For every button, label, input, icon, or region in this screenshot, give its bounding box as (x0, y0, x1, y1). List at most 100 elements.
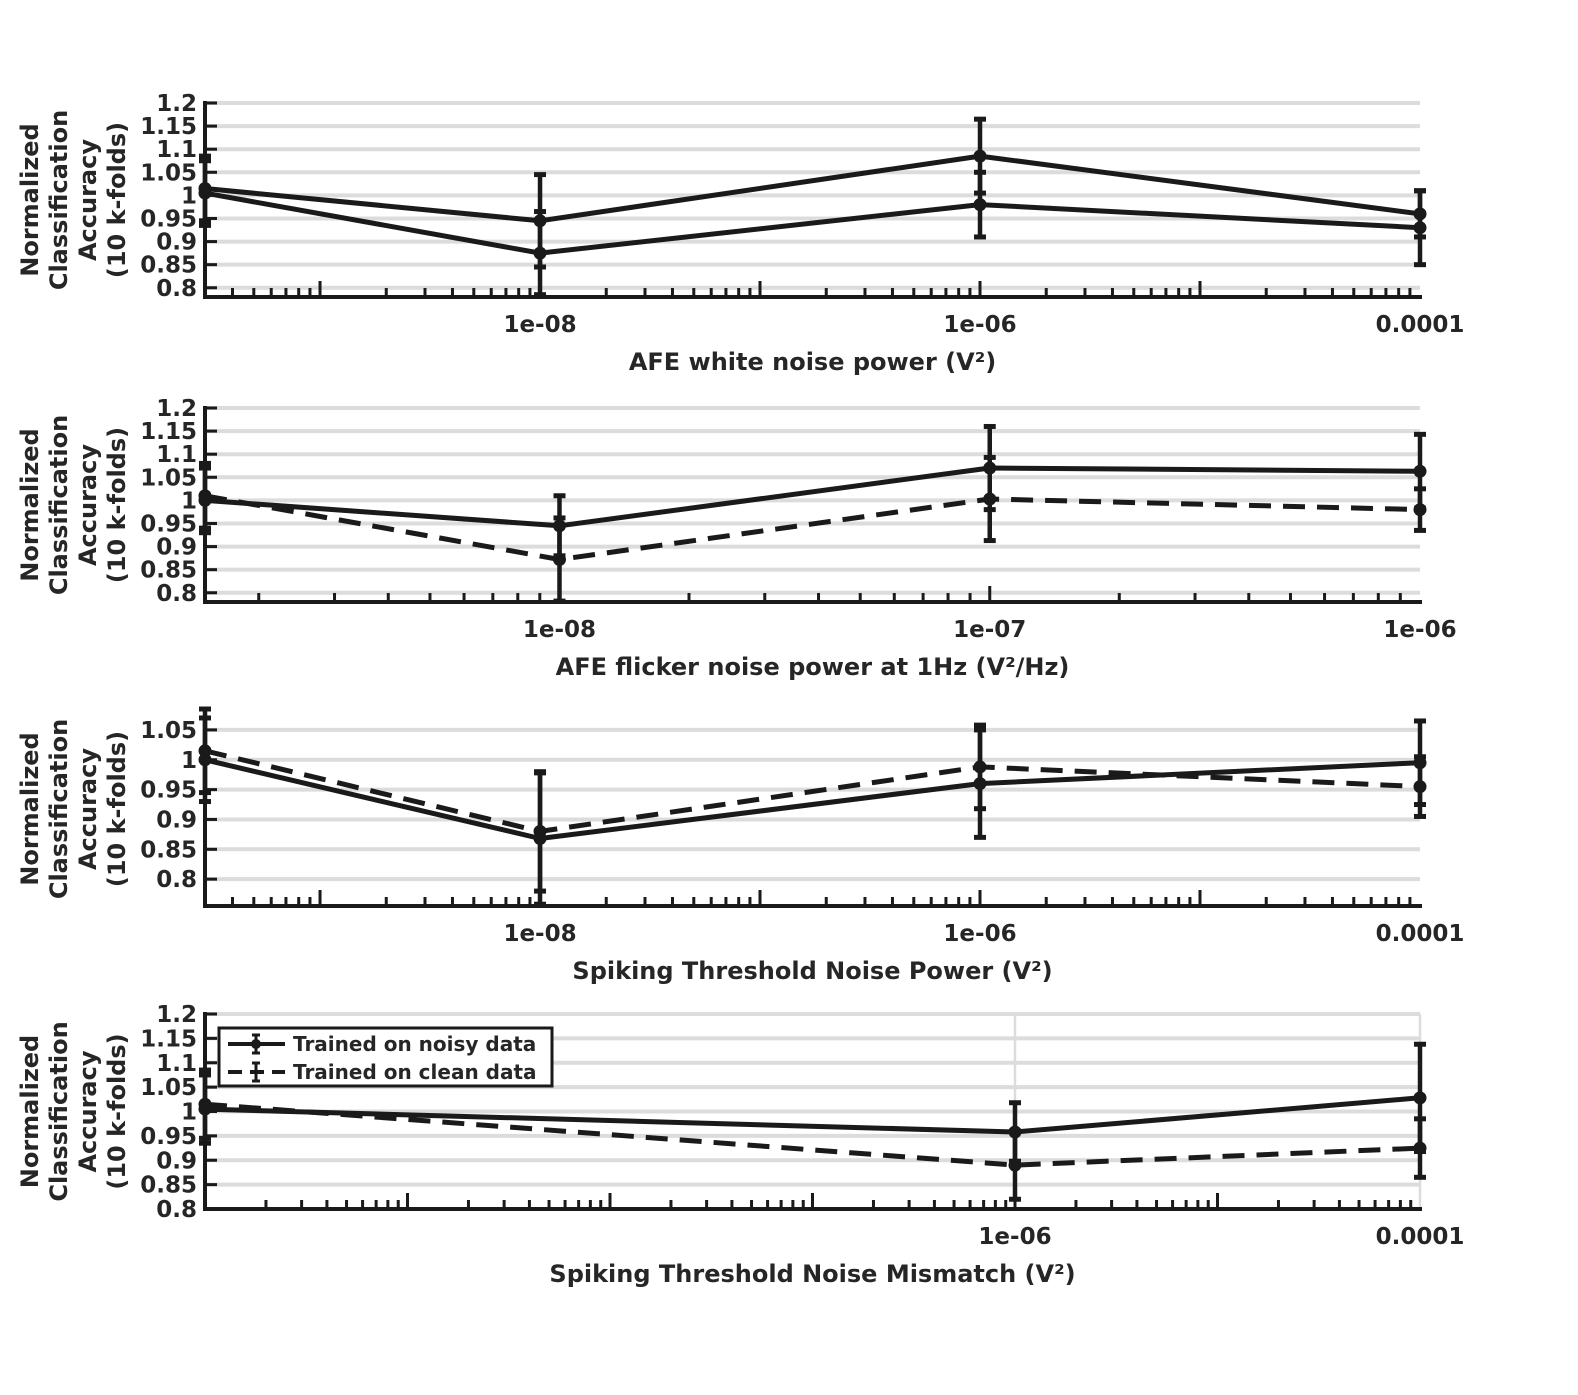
y-axis-label-line-3: Accuracy (74, 1050, 102, 1172)
data-point (198, 753, 212, 767)
y-tick-label-1: 0.8 (156, 1197, 197, 1223)
y-tick-label-4: 0.95 (140, 778, 197, 804)
y-axis-label-line-4: (10 k-folds) (103, 731, 131, 887)
x-axis-label: AFE white noise power (V²) (629, 348, 996, 376)
legend-label-2: Trained on clean data (293, 1060, 537, 1084)
y-tick-label-5: 1 (181, 488, 197, 514)
x-tick-label-2: 1e-06 (943, 921, 1016, 947)
y-tick-label-4: 0.95 (140, 1124, 197, 1150)
legend-marker-1 (251, 1039, 261, 1049)
series-line (204, 1095, 1421, 1135)
y-tick-label-4: 0.95 (140, 206, 197, 232)
y-axis-label-line-1: Normalized (16, 428, 44, 582)
y-tick-label-9: 1.2 (156, 1002, 197, 1028)
data-point (973, 149, 987, 163)
y-axis-label-line-1: Normalized (16, 1035, 44, 1189)
y-tick-label-8: 1.15 (140, 419, 197, 445)
panel-3: 0.8 0.85 0.9 0.95 1 1.05 1e-08 1e-06 0.0001 Spiki… (16, 706, 1465, 985)
y-tick-label-6: 1.05 (140, 160, 197, 186)
x-tick-label-1: 1e-08 (503, 312, 576, 338)
y-axis-label-line-4: (10 k-folds) (103, 122, 131, 278)
legend: Trained on noisy data Trained on clean da… (217, 1026, 554, 1088)
x-axis-label: Spiking Threshold Noise Mismatch (V²) (549, 1260, 1075, 1288)
x-tick-label-1: 1e-08 (523, 617, 596, 643)
y-axis-label-line-4: (10 k-folds) (103, 1033, 131, 1189)
y-tick-label-9: 1.2 (156, 91, 197, 117)
x-tick-label-2: 1e-07 (953, 617, 1026, 643)
series-line (204, 493, 1421, 562)
x-tick-label-2: 0.0001 (1376, 1224, 1465, 1250)
y-tick-label-3: 0.9 (156, 230, 197, 256)
series-line (204, 465, 1421, 529)
legend-box (217, 1026, 554, 1088)
y-axis-label-line-3: Accuracy (74, 444, 102, 566)
y-tick-label-5: 1 (181, 183, 197, 209)
y-tick-label-3: 0.9 (156, 535, 197, 561)
y-axis-label-line-1: Normalized (16, 732, 44, 886)
y-tick-label-2: 0.85 (140, 558, 197, 584)
y-axis-label-line-3: Accuracy (74, 748, 102, 870)
y-tick-label-6: 1.05 (140, 465, 197, 491)
y-tick-label-9: 1.2 (156, 396, 197, 422)
series-noisy (198, 715, 1427, 907)
y-tick-label-1: 0.8 (156, 581, 197, 607)
series-noisy (198, 423, 1427, 559)
data-point (198, 181, 212, 195)
y-tick-label-7: 1.1 (156, 1051, 197, 1077)
y-tick-label-4: 0.95 (140, 511, 197, 537)
series-line (204, 757, 1421, 841)
legend-label-1: Trained on noisy data (293, 1032, 536, 1056)
x-tick-label-1: 1e-08 (503, 921, 576, 947)
y-tick-label-1: 0.8 (156, 867, 197, 893)
series-line (204, 153, 1421, 224)
y-tick-label-8: 1.15 (140, 114, 197, 140)
y-tick-label-6: 1.05 (140, 718, 197, 744)
data-point (1008, 1125, 1022, 1139)
y-tick-label-2: 0.85 (140, 837, 197, 863)
data-point (1413, 464, 1427, 478)
x-tick-label-3: 0.0001 (1376, 921, 1465, 947)
data-point (552, 519, 566, 533)
data-point (1413, 207, 1427, 221)
y-axis-label-line-2: Classification (45, 719, 73, 899)
x-tick-label-1: 1e-06 (978, 1224, 1051, 1250)
data-point (1413, 756, 1427, 770)
y-axis-label-line-2: Classification (45, 110, 73, 290)
x-tick-label-2: 1e-06 (943, 312, 1016, 338)
series-line (204, 190, 1421, 256)
data-point (198, 493, 212, 507)
y-tick-label-7: 1.1 (156, 442, 197, 468)
x-axis-label: AFE flicker noise power at 1Hz (V²/Hz) (556, 653, 1070, 681)
series-line (204, 748, 1421, 834)
data-point (973, 777, 987, 791)
data-point (983, 461, 997, 475)
data-point (533, 832, 547, 846)
y-axis-label-line-1: Normalized (16, 123, 44, 277)
data-point (973, 198, 987, 212)
data-point (1413, 1091, 1427, 1105)
data-point (533, 214, 547, 228)
y-tick-label-3: 0.9 (156, 1148, 197, 1174)
x-axis-label: Spiking Threshold Noise Power (V²) (572, 957, 1052, 985)
y-axis-label-line-3: Accuracy (74, 139, 102, 261)
x-tick-label-3: 1e-06 (1383, 617, 1456, 643)
y-tick-label-7: 1.1 (156, 137, 197, 163)
data-point (198, 1102, 212, 1116)
y-tick-label-5: 1 (181, 1100, 197, 1126)
series-noisy (198, 1041, 1427, 1164)
y-tick-label-5: 1 (181, 748, 197, 774)
x-tick-label-3: 0.0001 (1376, 312, 1465, 338)
y-tick-label-6: 1.05 (140, 1075, 197, 1101)
y-axis-label-line-4: (10 k-folds) (103, 427, 131, 583)
y-tick-label-2: 0.85 (140, 1173, 197, 1199)
y-tick-label-8: 1.15 (140, 1026, 197, 1052)
series-noisy (198, 116, 1427, 270)
y-tick-label-2: 0.85 (140, 253, 197, 279)
y-tick-label-3: 0.9 (156, 807, 197, 833)
y-axis-label-line-2: Classification (45, 1021, 73, 1201)
y-tick-label-1: 0.8 (156, 276, 197, 302)
